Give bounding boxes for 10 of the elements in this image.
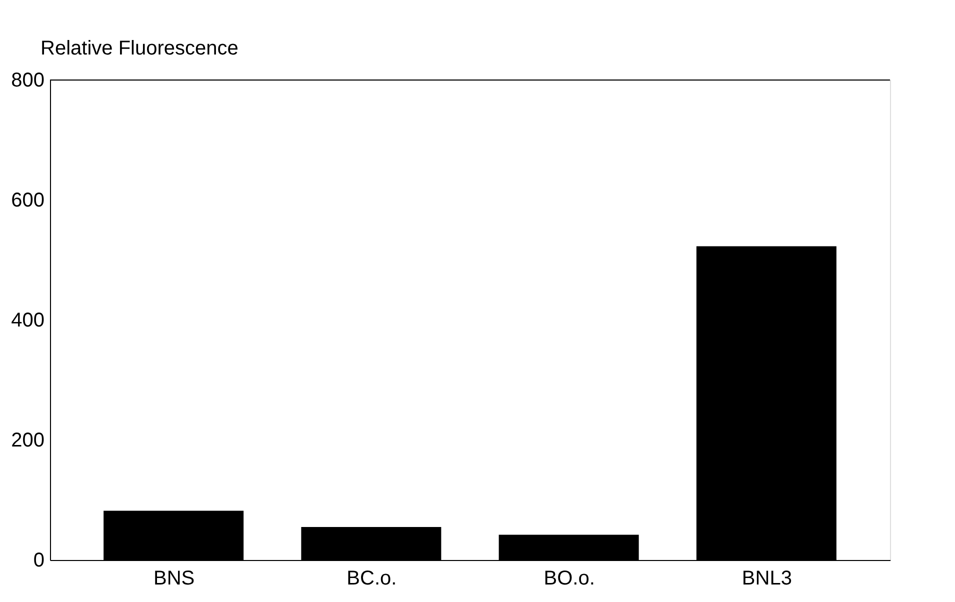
- y-tick-label: 0: [33, 550, 44, 572]
- x-tick-label: BO.o.: [544, 568, 595, 590]
- y-tick-label: 800: [11, 70, 44, 92]
- y-tick-label: 600: [11, 190, 44, 212]
- x-tick-label: BC.o.: [346, 568, 397, 590]
- y-tick-label: 400: [11, 310, 44, 332]
- x-tick-label: BNS: [154, 568, 195, 590]
- x-tick-label: BNL3: [742, 568, 792, 590]
- y-tick-label: 200: [11, 430, 44, 452]
- y-axis-title: Relative Fluorescence: [40, 38, 238, 60]
